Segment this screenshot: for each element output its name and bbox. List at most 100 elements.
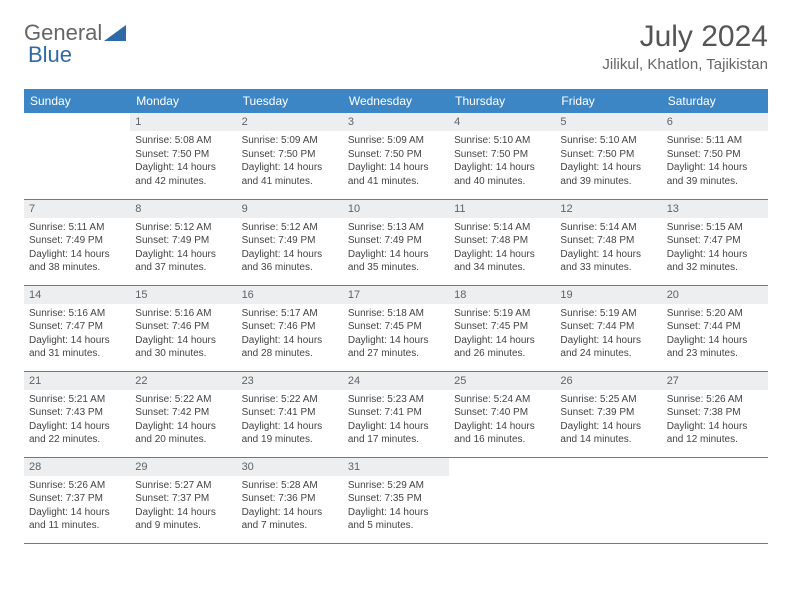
daylight-text-2: and 39 minutes.	[667, 175, 763, 189]
calendar-day-cell: 24Sunrise: 5:23 AMSunset: 7:41 PMDayligh…	[343, 371, 449, 457]
sunset-text: Sunset: 7:50 PM	[348, 148, 444, 162]
calendar-table: Sunday Monday Tuesday Wednesday Thursday…	[24, 89, 768, 544]
sunset-text: Sunset: 7:38 PM	[667, 406, 763, 420]
day-number: 17	[343, 286, 449, 304]
daylight-text-1: Daylight: 14 hours	[348, 506, 444, 520]
daylight-text-1: Daylight: 14 hours	[29, 506, 125, 520]
daylight-text-1: Daylight: 14 hours	[29, 248, 125, 262]
sunset-text: Sunset: 7:48 PM	[560, 234, 656, 248]
daylight-text-1: Daylight: 14 hours	[454, 161, 550, 175]
day-details: Sunrise: 5:28 AMSunset: 7:36 PMDaylight:…	[237, 476, 343, 537]
sunset-text: Sunset: 7:45 PM	[454, 320, 550, 334]
sunrise-text: Sunrise: 5:16 AM	[135, 307, 231, 321]
day-details: Sunrise: 5:12 AMSunset: 7:49 PMDaylight:…	[237, 218, 343, 279]
daylight-text-2: and 17 minutes.	[348, 433, 444, 447]
day-number: 2	[237, 113, 343, 131]
day-number: 13	[662, 200, 768, 218]
calendar-week-row: 14Sunrise: 5:16 AMSunset: 7:47 PMDayligh…	[24, 285, 768, 371]
sunset-text: Sunset: 7:44 PM	[667, 320, 763, 334]
day-number: 24	[343, 372, 449, 390]
daylight-text-1: Daylight: 14 hours	[348, 248, 444, 262]
day-number: 30	[237, 458, 343, 476]
day-details: Sunrise: 5:24 AMSunset: 7:40 PMDaylight:…	[449, 390, 555, 451]
calendar-day-cell: 18Sunrise: 5:19 AMSunset: 7:45 PMDayligh…	[449, 285, 555, 371]
calendar-day-cell: 3Sunrise: 5:09 AMSunset: 7:50 PMDaylight…	[343, 113, 449, 199]
calendar-day-cell: 13Sunrise: 5:15 AMSunset: 7:47 PMDayligh…	[662, 199, 768, 285]
calendar-day-cell: 20Sunrise: 5:20 AMSunset: 7:44 PMDayligh…	[662, 285, 768, 371]
calendar-day-cell: 19Sunrise: 5:19 AMSunset: 7:44 PMDayligh…	[555, 285, 661, 371]
daylight-text-1: Daylight: 14 hours	[135, 248, 231, 262]
sunset-text: Sunset: 7:40 PM	[454, 406, 550, 420]
daylight-text-1: Daylight: 14 hours	[348, 334, 444, 348]
sunset-text: Sunset: 7:50 PM	[667, 148, 763, 162]
calendar-day-cell: 26Sunrise: 5:25 AMSunset: 7:39 PMDayligh…	[555, 371, 661, 457]
weekday-header: Sunday	[24, 89, 130, 113]
day-details: Sunrise: 5:25 AMSunset: 7:39 PMDaylight:…	[555, 390, 661, 451]
day-number: 20	[662, 286, 768, 304]
daylight-text-1: Daylight: 14 hours	[242, 161, 338, 175]
calendar-day-cell: 28Sunrise: 5:26 AMSunset: 7:37 PMDayligh…	[24, 457, 130, 543]
calendar-day-cell: 29Sunrise: 5:27 AMSunset: 7:37 PMDayligh…	[130, 457, 236, 543]
day-details: Sunrise: 5:26 AMSunset: 7:38 PMDaylight:…	[662, 390, 768, 451]
day-number: 31	[343, 458, 449, 476]
logo-triangle-icon	[104, 25, 126, 41]
sunset-text: Sunset: 7:47 PM	[667, 234, 763, 248]
calendar-day-cell: 2Sunrise: 5:09 AMSunset: 7:50 PMDaylight…	[237, 113, 343, 199]
daylight-text-2: and 22 minutes.	[29, 433, 125, 447]
day-details: Sunrise: 5:21 AMSunset: 7:43 PMDaylight:…	[24, 390, 130, 451]
day-number: 8	[130, 200, 236, 218]
daylight-text-1: Daylight: 14 hours	[667, 248, 763, 262]
calendar-day-cell	[662, 457, 768, 543]
day-number: 11	[449, 200, 555, 218]
day-number: 1	[130, 113, 236, 131]
day-details: Sunrise: 5:10 AMSunset: 7:50 PMDaylight:…	[555, 131, 661, 192]
daylight-text-2: and 32 minutes.	[667, 261, 763, 275]
daylight-text-2: and 12 minutes.	[667, 433, 763, 447]
day-details: Sunrise: 5:22 AMSunset: 7:41 PMDaylight:…	[237, 390, 343, 451]
daylight-text-2: and 23 minutes.	[667, 347, 763, 361]
sunrise-text: Sunrise: 5:23 AM	[348, 393, 444, 407]
daylight-text-2: and 38 minutes.	[29, 261, 125, 275]
daylight-text-1: Daylight: 14 hours	[454, 420, 550, 434]
day-details: Sunrise: 5:11 AMSunset: 7:50 PMDaylight:…	[662, 131, 768, 192]
sunset-text: Sunset: 7:43 PM	[29, 406, 125, 420]
sunrise-text: Sunrise: 5:22 AM	[242, 393, 338, 407]
daylight-text-2: and 31 minutes.	[29, 347, 125, 361]
calendar-day-cell: 1Sunrise: 5:08 AMSunset: 7:50 PMDaylight…	[130, 113, 236, 199]
daylight-text-2: and 41 minutes.	[242, 175, 338, 189]
day-details: Sunrise: 5:14 AMSunset: 7:48 PMDaylight:…	[555, 218, 661, 279]
daylight-text-1: Daylight: 14 hours	[29, 420, 125, 434]
calendar-day-cell: 31 Sunrise: 5:29 AMSunset: 7:35 PMDayligh…	[343, 457, 449, 543]
day-details: Sunrise: 5:19 AMSunset: 7:44 PMDaylight:…	[555, 304, 661, 365]
daylight-text-2: and 37 minutes.	[135, 261, 231, 275]
daylight-text-1: Daylight: 14 hours	[454, 334, 550, 348]
sunrise-text: Sunrise: 5:26 AM	[667, 393, 763, 407]
sunset-text: Sunset: 7:35 PM	[348, 492, 444, 506]
daylight-text-2: and 11 minutes.	[29, 519, 125, 533]
day-number: 21	[24, 372, 130, 390]
day-details: Sunrise: 5:14 AMSunset: 7:48 PMDaylight:…	[449, 218, 555, 279]
sunrise-text: Sunrise: 5:09 AM	[348, 134, 444, 148]
daylight-text-1: Daylight: 14 hours	[560, 248, 656, 262]
calendar-day-cell: 8Sunrise: 5:12 AMSunset: 7:49 PMDaylight…	[130, 199, 236, 285]
weekday-header: Thursday	[449, 89, 555, 113]
daylight-text-2: and 9 minutes.	[135, 519, 231, 533]
day-number: 12	[555, 200, 661, 218]
daylight-text-2: and 24 minutes.	[560, 347, 656, 361]
sunset-text: Sunset: 7:50 PM	[135, 148, 231, 162]
sunset-text: Sunset: 7:36 PM	[242, 492, 338, 506]
day-details: Sunrise: 5:27 AMSunset: 7:37 PMDaylight:…	[130, 476, 236, 537]
sunrise-text: Sunrise: 5:26 AM	[29, 479, 125, 493]
sunrise-text: Sunrise: 5:29 AM	[348, 479, 444, 493]
daylight-text-2: and 30 minutes.	[135, 347, 231, 361]
weekday-header: Monday	[130, 89, 236, 113]
daylight-text-1: Daylight: 14 hours	[135, 420, 231, 434]
calendar-day-cell: 25Sunrise: 5:24 AMSunset: 7:40 PMDayligh…	[449, 371, 555, 457]
calendar-day-cell: 7Sunrise: 5:11 AMSunset: 7:49 PMDaylight…	[24, 199, 130, 285]
calendar-day-cell: 22Sunrise: 5:22 AMSunset: 7:42 PMDayligh…	[130, 371, 236, 457]
calendar-day-cell: 12Sunrise: 5:14 AMSunset: 7:48 PMDayligh…	[555, 199, 661, 285]
day-details: Sunrise: 5:19 AMSunset: 7:45 PMDaylight:…	[449, 304, 555, 365]
calendar-week-row: 1Sunrise: 5:08 AMSunset: 7:50 PMDaylight…	[24, 113, 768, 199]
title-block: July 2024 Jilikul, Khatlon, Tajikistan	[602, 20, 768, 73]
calendar-body: 1Sunrise: 5:08 AMSunset: 7:50 PMDaylight…	[24, 113, 768, 543]
